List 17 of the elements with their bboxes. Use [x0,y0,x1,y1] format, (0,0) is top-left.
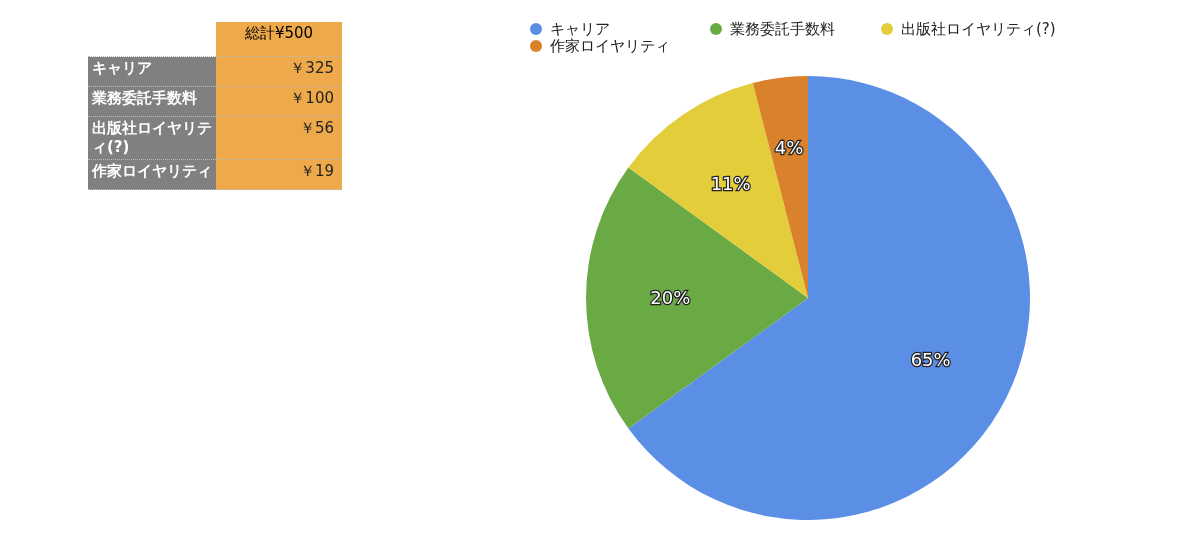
text: ￥100 [216,86,342,117]
data-label: 11% [710,173,751,195]
data-label: 20% [650,287,691,308]
text: ￥19 [216,159,342,190]
text: ￥56 [216,116,342,160]
data-label: 4% [774,137,804,159]
category-label: 作家ロイヤリティ [92,162,212,180]
category-label: キャリア [92,59,152,77]
legend-label: キャリア [549,20,610,38]
legend-label: 業務委託手数料 [729,20,835,39]
data-label: 65% [910,349,951,371]
text: ￥325 [216,56,342,87]
legend-label: 出版社ロイヤリティ(?) [900,20,1056,39]
text: 総計¥500 [216,22,342,57]
category-label: 業務委託手数料 [92,89,197,107]
category-label: 出版社ロイヤリティ(?) [92,119,212,156]
legend-label: 作家ロイヤリティ [549,37,670,56]
